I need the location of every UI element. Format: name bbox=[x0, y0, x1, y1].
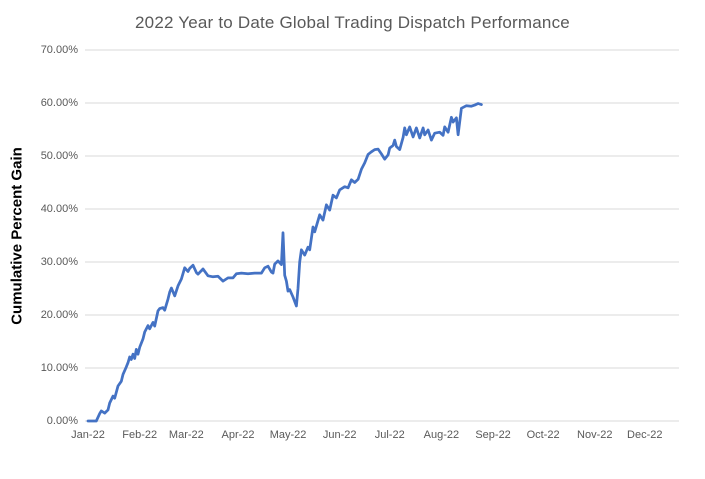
y-tick-label: 30.00% bbox=[40, 255, 78, 268]
x-tick-label: Jun-22 bbox=[322, 429, 357, 441]
performance-line bbox=[86, 102, 483, 423]
x-tick-label: Sep-22 bbox=[475, 429, 511, 441]
chart-title: 2022 Year to Date Global Trading Dispatc… bbox=[135, 13, 570, 32]
x-tick-label: Apr-22 bbox=[221, 429, 255, 441]
x-tick-label: Nov-22 bbox=[577, 429, 613, 441]
y-tick-label: 60.00% bbox=[40, 96, 78, 109]
x-tick-label: Aug-22 bbox=[423, 429, 460, 441]
x-tick-label: Jul-22 bbox=[374, 429, 405, 441]
y-tick-label: 50.00% bbox=[40, 149, 78, 162]
x-tick-label: Mar-22 bbox=[168, 429, 204, 441]
x-tick-label: Jan-22 bbox=[71, 429, 105, 441]
x-tick-label: May-22 bbox=[269, 429, 307, 441]
x-tick-label: Feb-22 bbox=[122, 429, 158, 441]
y-tick-label: 40.00% bbox=[40, 202, 78, 215]
y-tick-label: 10.00% bbox=[40, 361, 78, 374]
x-tick-label: Dec-22 bbox=[627, 429, 663, 441]
y-tick-label: 20.00% bbox=[40, 308, 78, 321]
y-tick-label: 0.00% bbox=[46, 414, 78, 427]
y-tick-label: 70.00% bbox=[40, 43, 78, 56]
x-tick-label: Oct-22 bbox=[526, 429, 560, 441]
